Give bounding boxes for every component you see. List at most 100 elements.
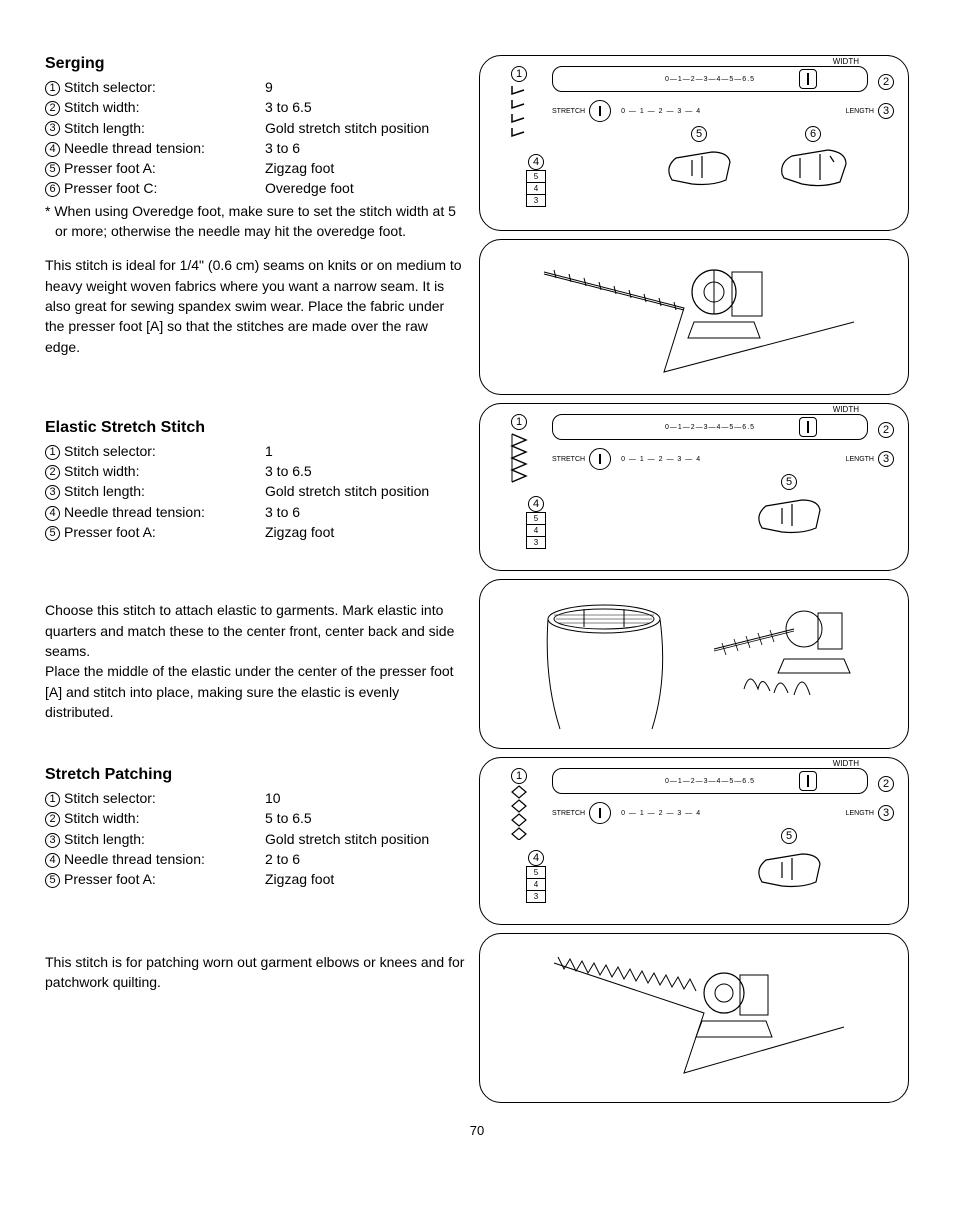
num-icon: 3 [45,833,60,848]
paragraph: Place the middle of the elastic under th… [45,661,465,722]
overlay-num-icon: 5 [691,126,707,142]
num-icon: 3 [45,485,60,500]
overlay-num-icon: 4 [528,154,544,170]
setting-value: 9 [265,77,465,97]
setting-value: Zigzag foot [265,158,465,178]
manual-page: Serging 1 Stitch selector: 9 2 Stitch width… [45,55,909,1103]
section-title: Elastic Stretch Stitch [45,419,465,437]
num-icon: 2 [45,101,60,116]
num-icon: 4 [45,853,60,868]
setting-label: Needle thread tension: [64,504,205,520]
setting-value: Overedge foot [265,178,465,198]
sewing-demo-icon [514,252,874,382]
overlay-num-icon: 1 [511,414,527,430]
overlay-num-icon: 5 [781,474,797,490]
setting-label: Stitch length: [64,120,145,136]
diagram-serging-settings: 1 0—1—2—3—4—5—6.5 WIDTH 2 [479,55,909,231]
num-icon: 1 [45,81,60,96]
dial-label: WIDTH [833,57,859,66]
paragraph: This stitch is ideal for 1/4" (0.6 cm) s… [45,255,465,356]
num-icon: 1 [45,792,60,807]
stitch-pattern-icon [508,430,530,486]
setting-value: 3 to 6 [265,502,465,522]
dial-label: WIDTH [833,405,859,414]
overlay-num-icon: 2 [878,776,894,792]
section-elastic: Elastic Stretch Stitch 1 Stitch selector:… [45,419,465,722]
dial-label: LENGTH [846,810,874,817]
setting-value: 10 [265,788,465,808]
overlay-num-icon: 2 [878,422,894,438]
section-title: Stretch Patching [45,766,465,784]
dial-label: LENGTH [846,456,874,463]
paragraph: This stitch is for patching worn out gar… [45,952,465,993]
sewing-demo-icon [514,589,874,739]
diagram-serging-demo [479,239,909,395]
diagram-elastic-settings: 1 0—1—2—3—4—5—6.5 WIDTH 2 [479,403,909,571]
diagram-column: 1 0—1—2—3—4—5—6.5 WIDTH 2 [479,55,909,1103]
setting-value: 5 to 6.5 [265,808,465,828]
section-title: Serging [45,55,465,73]
presser-foot-icon [776,146,850,190]
tension-dial-icon: 5 4 3 [526,512,546,549]
setting-label: Stitch length: [64,483,145,499]
stitch-pattern-icon [508,784,530,840]
diagram-elastic-demo [479,579,909,749]
scale-text: 0—1—2—3—4—5—6.5 [665,424,755,431]
setting-value: Gold stretch stitch position [265,829,465,849]
num-icon: 2 [45,465,60,480]
num-icon: 5 [45,162,60,177]
setting-value: 3 to 6.5 [265,97,465,117]
num-icon: 5 [45,526,60,541]
overlay-num-icon: 3 [878,451,894,467]
overlay-num-icon: 5 [781,828,797,844]
overlay-num-icon: 4 [528,850,544,866]
setting-label: Stitch selector: [64,79,156,95]
presser-foot-icon [752,848,826,892]
dial-label: STRETCH [552,810,585,817]
setting-value: Gold stretch stitch position [265,481,465,501]
page-number: 70 [45,1123,909,1138]
setting-label: Stitch width: [64,810,139,826]
setting-label: Stitch length: [64,831,145,847]
diagram-patching-settings: 1 0—1—2—3—4—5—6.5 WIDTH 2 [479,757,909,925]
overlay-num-icon: 4 [528,496,544,512]
scale-text: 0—1—2—3—4—5—6.5 [665,778,755,785]
setting-label: Needle thread tension: [64,851,205,867]
dial-label: STRETCH [552,108,585,115]
setting-label: Stitch selector: [64,443,156,459]
num-icon: 4 [45,142,60,157]
stitch-pattern-icon [508,82,530,138]
scale-text: 0 — 1 — 2 — 3 — 4 [621,108,701,115]
setting-label: Needle thread tension: [64,140,205,156]
paragraph: Choose this stitch to attach elastic to … [45,600,465,661]
setting-value: Zigzag foot [265,522,465,542]
overlay-num-icon: 3 [878,805,894,821]
setting-label: Presser foot A: [64,524,156,540]
tension-dial-icon: 5 4 3 [526,170,546,207]
setting-label: Presser foot C: [64,180,157,196]
scale-text: 0—1—2—3—4—5—6.5 [665,76,755,83]
note-text: * When using Overedge foot, make sure to… [45,201,465,242]
num-icon: 5 [45,873,60,888]
setting-label: Stitch selector: [64,790,156,806]
setting-value: Zigzag foot [265,869,465,889]
num-icon: 2 [45,812,60,827]
setting-label: Presser foot A: [64,160,156,176]
scale-text: 0 — 1 — 2 — 3 — 4 [621,810,701,817]
section-patching: Stretch Patching 1 Stitch selector: 10 2 St… [45,766,465,992]
text-column: Serging 1 Stitch selector: 9 2 Stitch width… [45,55,465,1103]
tension-dial-icon: 5 4 3 [526,866,546,903]
overlay-num-icon: 1 [511,768,527,784]
presser-foot-icon [752,494,826,538]
num-icon: 1 [45,445,60,460]
dial-label: WIDTH [833,759,859,768]
setting-value: 1 [265,441,465,461]
setting-value: 3 to 6 [265,138,465,158]
overlay-num-icon: 6 [805,126,821,142]
overlay-num-icon: 3 [878,103,894,119]
scale-text: 0 — 1 — 2 — 3 — 4 [621,456,701,463]
presser-foot-icon [662,146,736,190]
setting-value: 3 to 6.5 [265,461,465,481]
sewing-demo-icon [514,943,874,1093]
num-icon: 4 [45,506,60,521]
